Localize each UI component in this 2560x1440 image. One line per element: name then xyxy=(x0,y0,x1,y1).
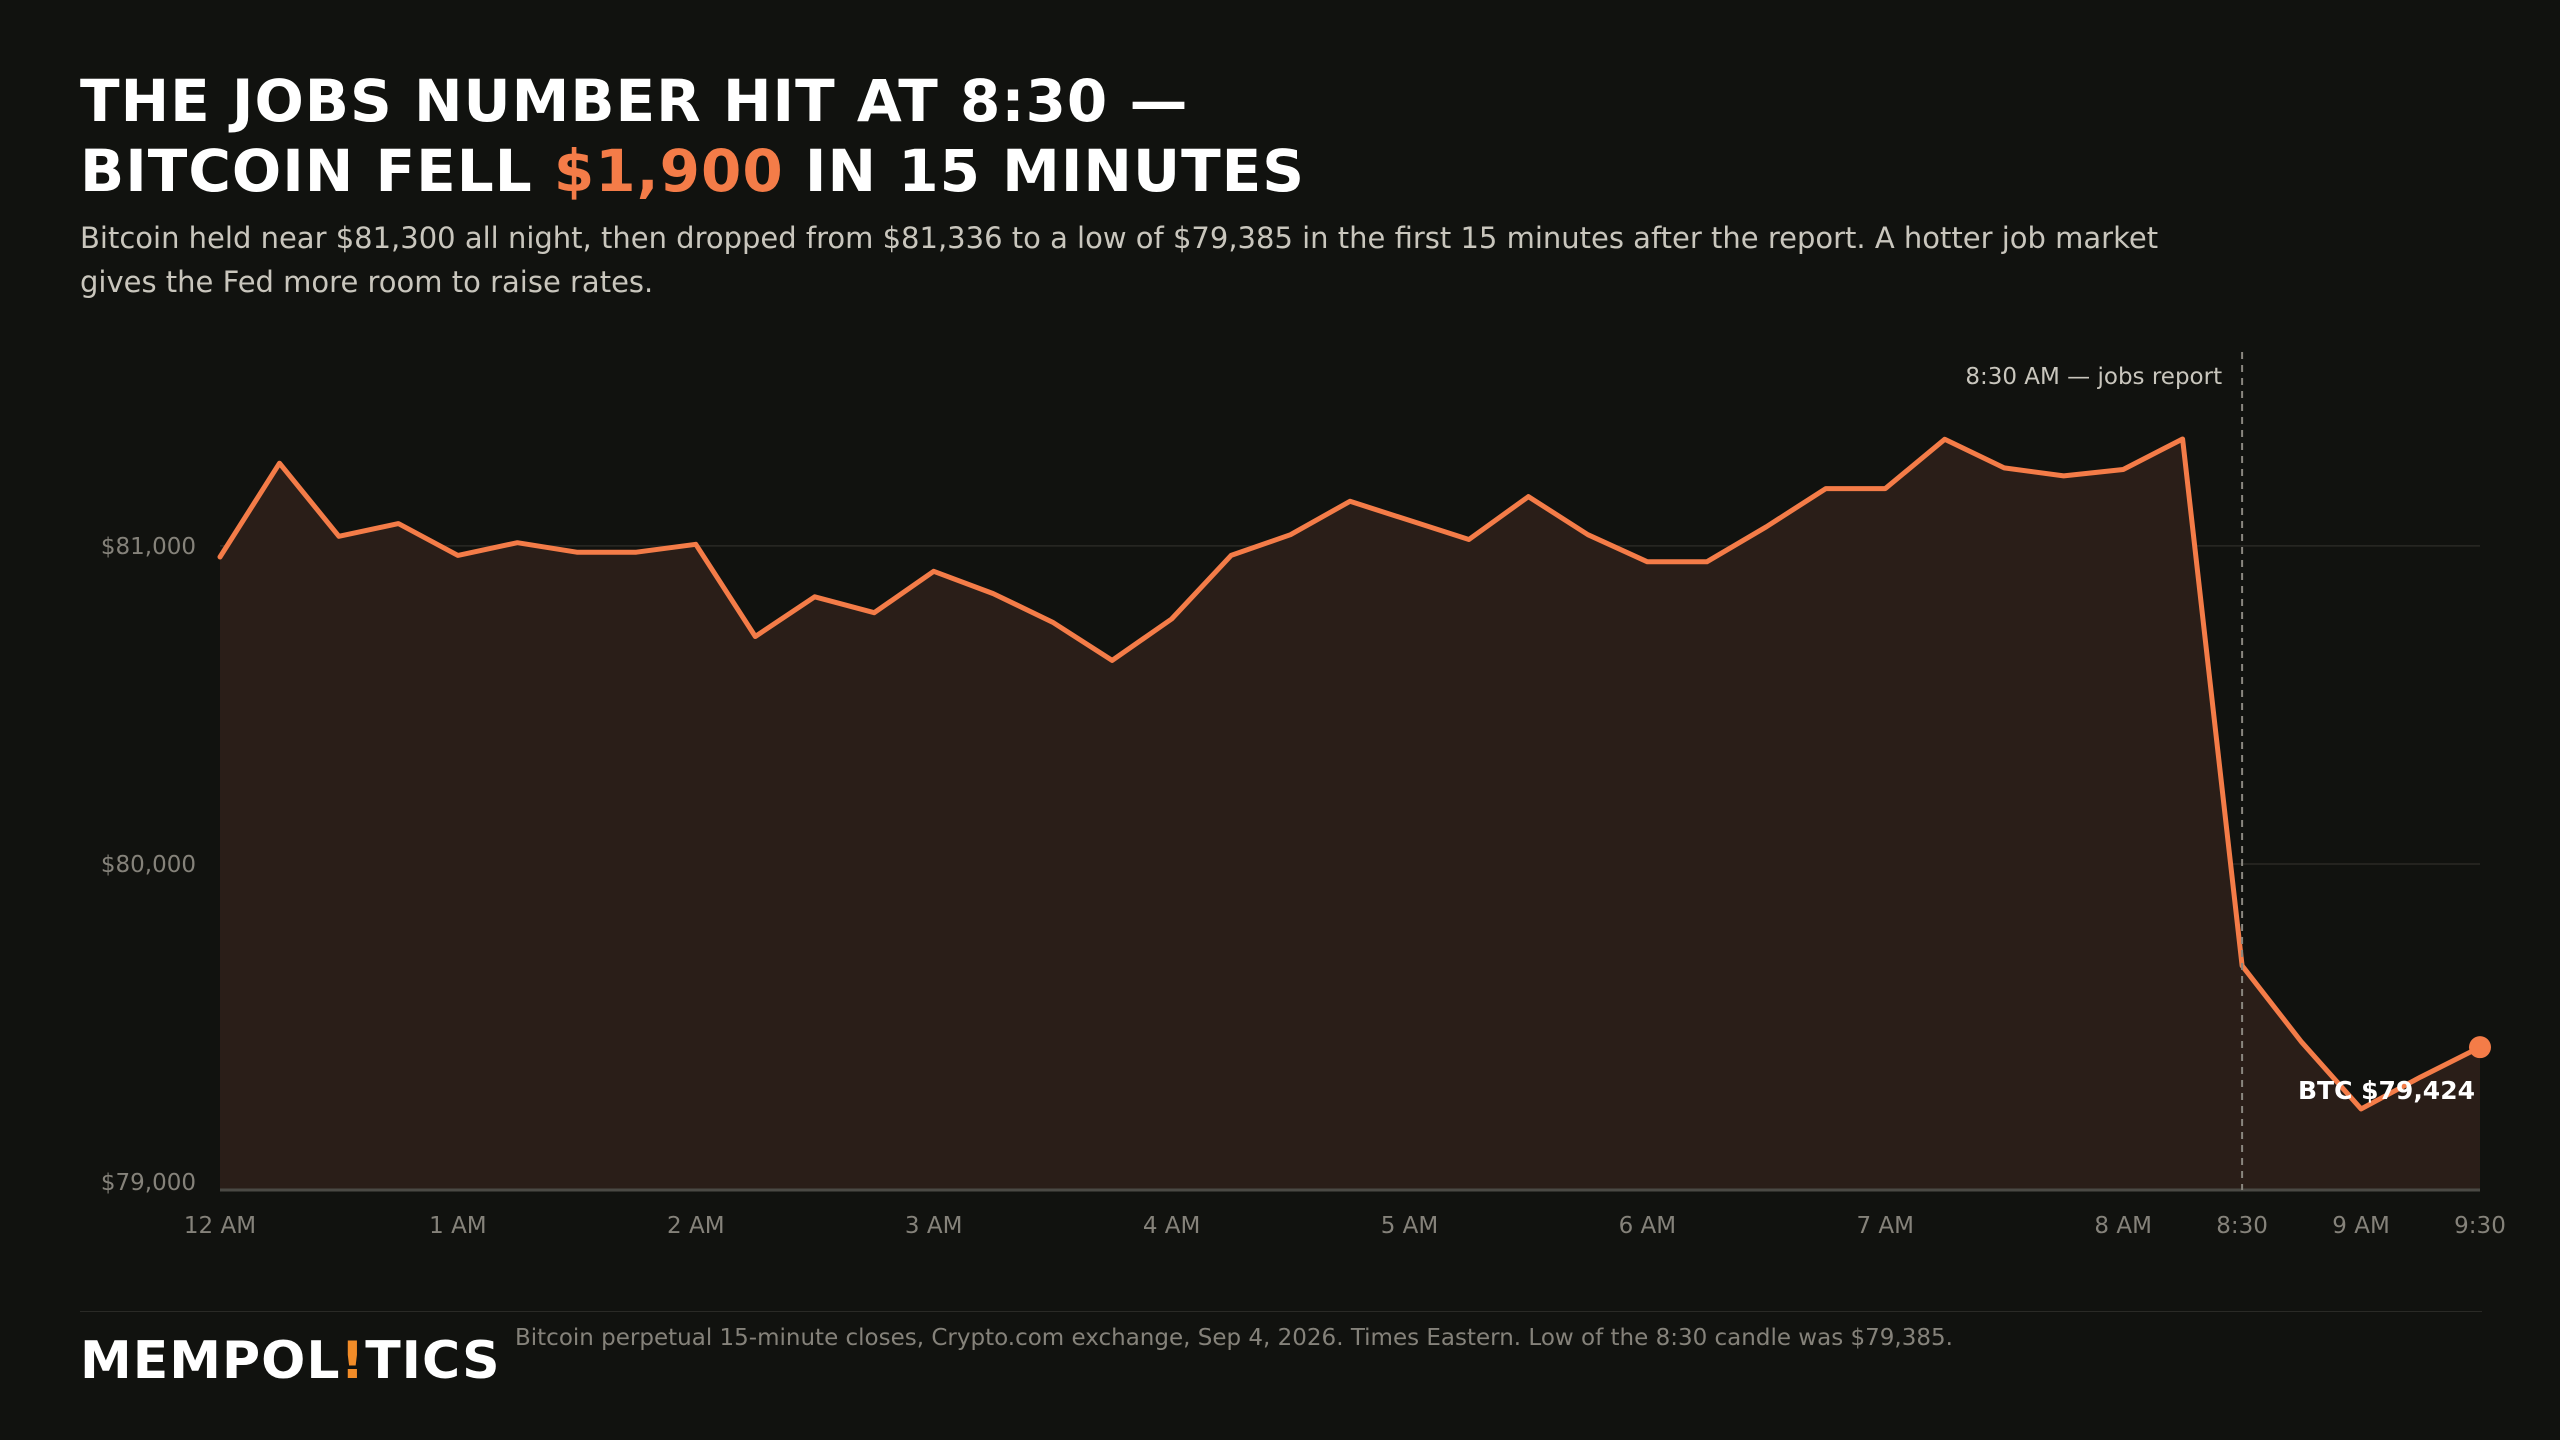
x-tick-label: 1 AM xyxy=(429,1213,487,1239)
x-tick-label: 2 AM xyxy=(667,1213,725,1239)
annotation-layer: 8:30 AM — jobs report BTC $79,424 xyxy=(1965,352,2491,1190)
y-tick-label: $80,000 xyxy=(101,852,196,878)
headline: THE JOBS NUMBER HIT AT 8:30 — BITCOIN FE… xyxy=(80,66,1305,206)
brand-logo-bang: ! xyxy=(340,1331,366,1391)
price-chart: $79,000 $80,000 $81,000 12 AM 1 AM 2 AM 3 AM 4 … xyxy=(101,352,2506,1239)
headline-line-2-post: IN 15 MINUTES xyxy=(783,137,1306,205)
x-tick-label: 6 AM xyxy=(1619,1213,1677,1239)
headline-accent-amount: $1,900 xyxy=(553,137,784,205)
x-tick-label: 7 AM xyxy=(1856,1213,1914,1239)
price-line xyxy=(217,436,2483,1112)
x-tick-label: 5 AM xyxy=(1381,1213,1439,1239)
x-tick-label: 8:30 xyxy=(2216,1213,2268,1239)
brand-logo-pre: MEMPOL xyxy=(80,1331,341,1391)
jobs-report-marker-label: 8:30 AM — jobs report xyxy=(1965,364,2222,390)
line-layer xyxy=(217,436,2483,1112)
brand-logo-post: TICS xyxy=(365,1331,501,1391)
y-tick-label: $81,000 xyxy=(101,534,196,560)
x-tick-label: 3 AM xyxy=(905,1213,963,1239)
x-tick-label: 12 AM xyxy=(184,1213,256,1239)
area-layer xyxy=(220,439,2480,1190)
price-area-fill xyxy=(220,439,2480,1190)
x-tick-label: 4 AM xyxy=(1143,1213,1201,1239)
x-tick-label: 8 AM xyxy=(2094,1213,2152,1239)
axis-layer: $79,000 $80,000 $81,000 12 AM 1 AM 2 AM 3 AM 4 … xyxy=(101,534,2506,1239)
source-note: Bitcoin perpetual 15-minute closes, Cryp… xyxy=(515,1325,1953,1351)
latest-price-dot xyxy=(2469,1036,2491,1059)
subtitle: Bitcoin held near $81,300 all night, the… xyxy=(80,221,2159,299)
headline-line-1: THE JOBS NUMBER HIT AT 8:30 — xyxy=(80,67,1189,135)
headline-line-2-pre: BITCOIN FELL xyxy=(80,137,554,205)
y-tick-label: $79,000 xyxy=(101,1170,196,1196)
brand-logo: MEMPOL!TICS xyxy=(80,1326,501,1396)
latest-price-label: BTC $79,424 xyxy=(2298,1076,2475,1105)
x-tick-label: 9 AM xyxy=(2332,1213,2390,1239)
x-tick-label: 9:30 xyxy=(2454,1213,2506,1239)
footer-divider xyxy=(80,1311,2482,1312)
